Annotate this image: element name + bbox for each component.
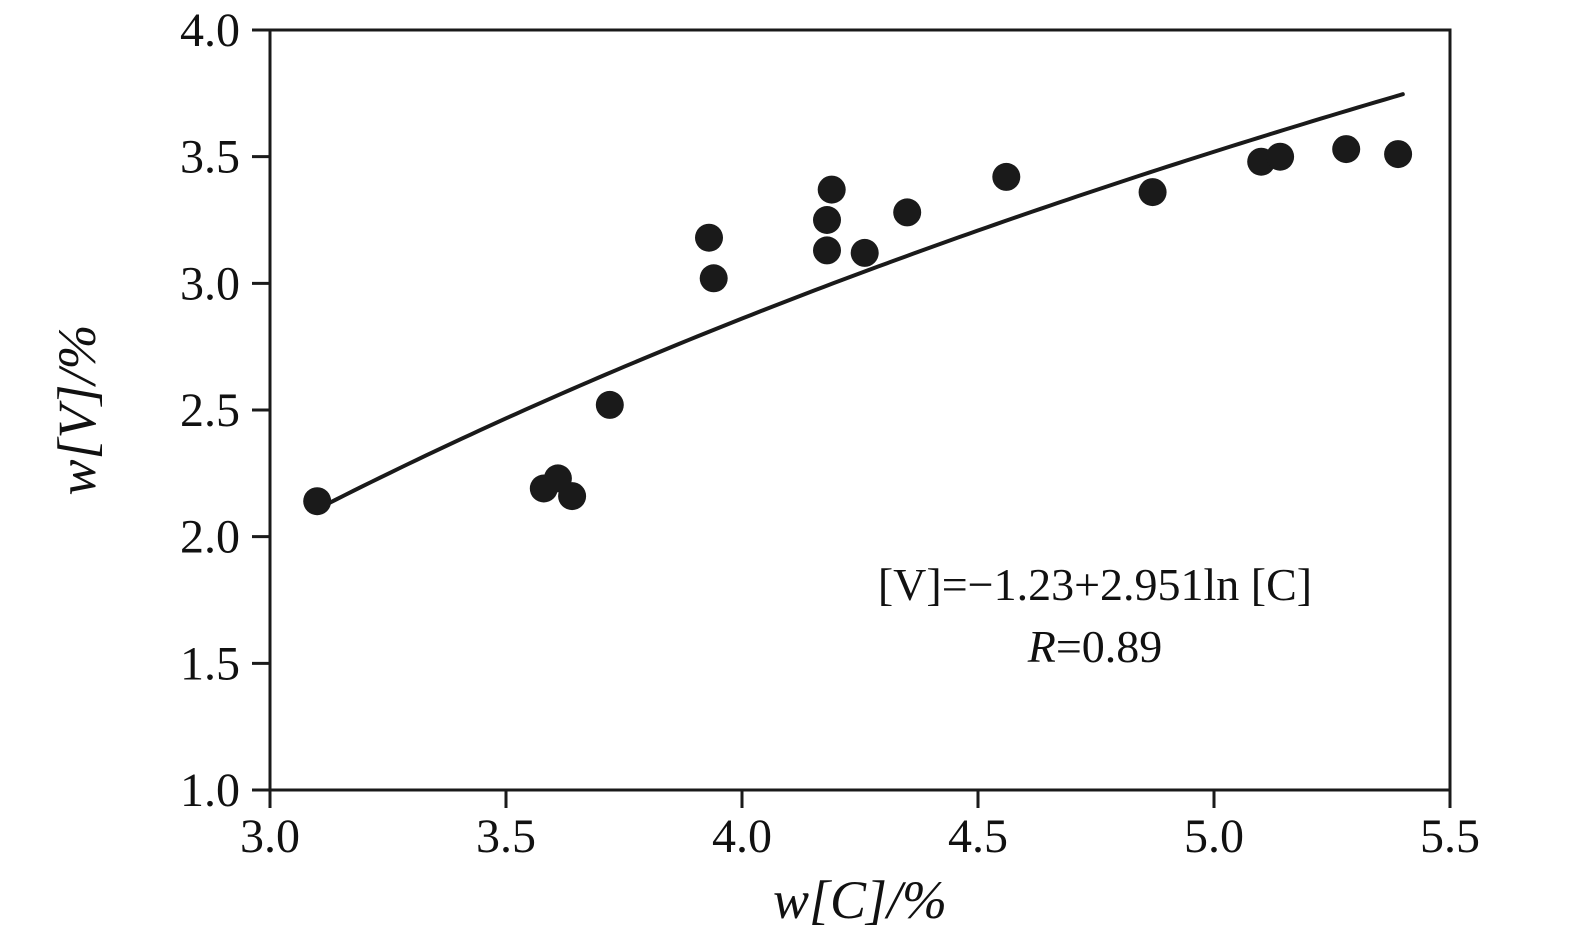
data-point <box>893 198 922 227</box>
data-point <box>1138 178 1167 207</box>
fit-r-text: R=0.89 <box>1027 621 1163 672</box>
y-tick-label: 4.0 <box>180 4 240 57</box>
fit-r-value: =0.89 <box>1056 621 1162 672</box>
data-point <box>992 162 1021 191</box>
data-point <box>813 206 841 234</box>
data-point <box>695 223 723 252</box>
y-tick-label: 1.0 <box>180 764 240 817</box>
x-tick-label: 5.0 <box>1184 810 1244 863</box>
data-point <box>699 264 728 293</box>
y-axis-label: w[V]/% <box>47 324 107 495</box>
x-tick-label: 3.0 <box>240 810 300 863</box>
y-tick-label: 1.5 <box>180 637 240 690</box>
fit-equation-text: [V]=−1.23+2.951ln [C] <box>878 559 1312 610</box>
data-point <box>1266 142 1295 171</box>
fit-r-symbol: R <box>1027 621 1056 672</box>
x-tick-label: 5.5 <box>1420 810 1480 863</box>
x-tick-label: 3.5 <box>476 810 536 863</box>
plot-layer: 3.0 3.5 4.0 4.5 5.0 5.5 1.0 1.5 2.0 2.5 3.0 3.5 4.0 <box>180 4 1480 863</box>
plot-frame <box>268 28 1452 792</box>
data-point <box>595 390 624 419</box>
y-tick-label: 3.0 <box>180 257 240 310</box>
y-tick-label: 2.0 <box>180 511 240 564</box>
data-point <box>817 175 846 204</box>
data-point <box>813 236 841 265</box>
x-tick-label: 4.0 <box>712 810 772 863</box>
fit-curve <box>315 92 1405 512</box>
data-point <box>1332 135 1361 164</box>
data-point <box>303 487 332 516</box>
data-point <box>850 238 879 267</box>
data-point <box>558 482 587 511</box>
y-tick-label: 2.5 <box>180 384 240 437</box>
x-axis-label: w[C]/% <box>773 870 947 930</box>
x-tick-label: 4.5 <box>948 810 1008 863</box>
y-tick-label: 3.5 <box>180 131 240 184</box>
data-point <box>1384 140 1413 169</box>
